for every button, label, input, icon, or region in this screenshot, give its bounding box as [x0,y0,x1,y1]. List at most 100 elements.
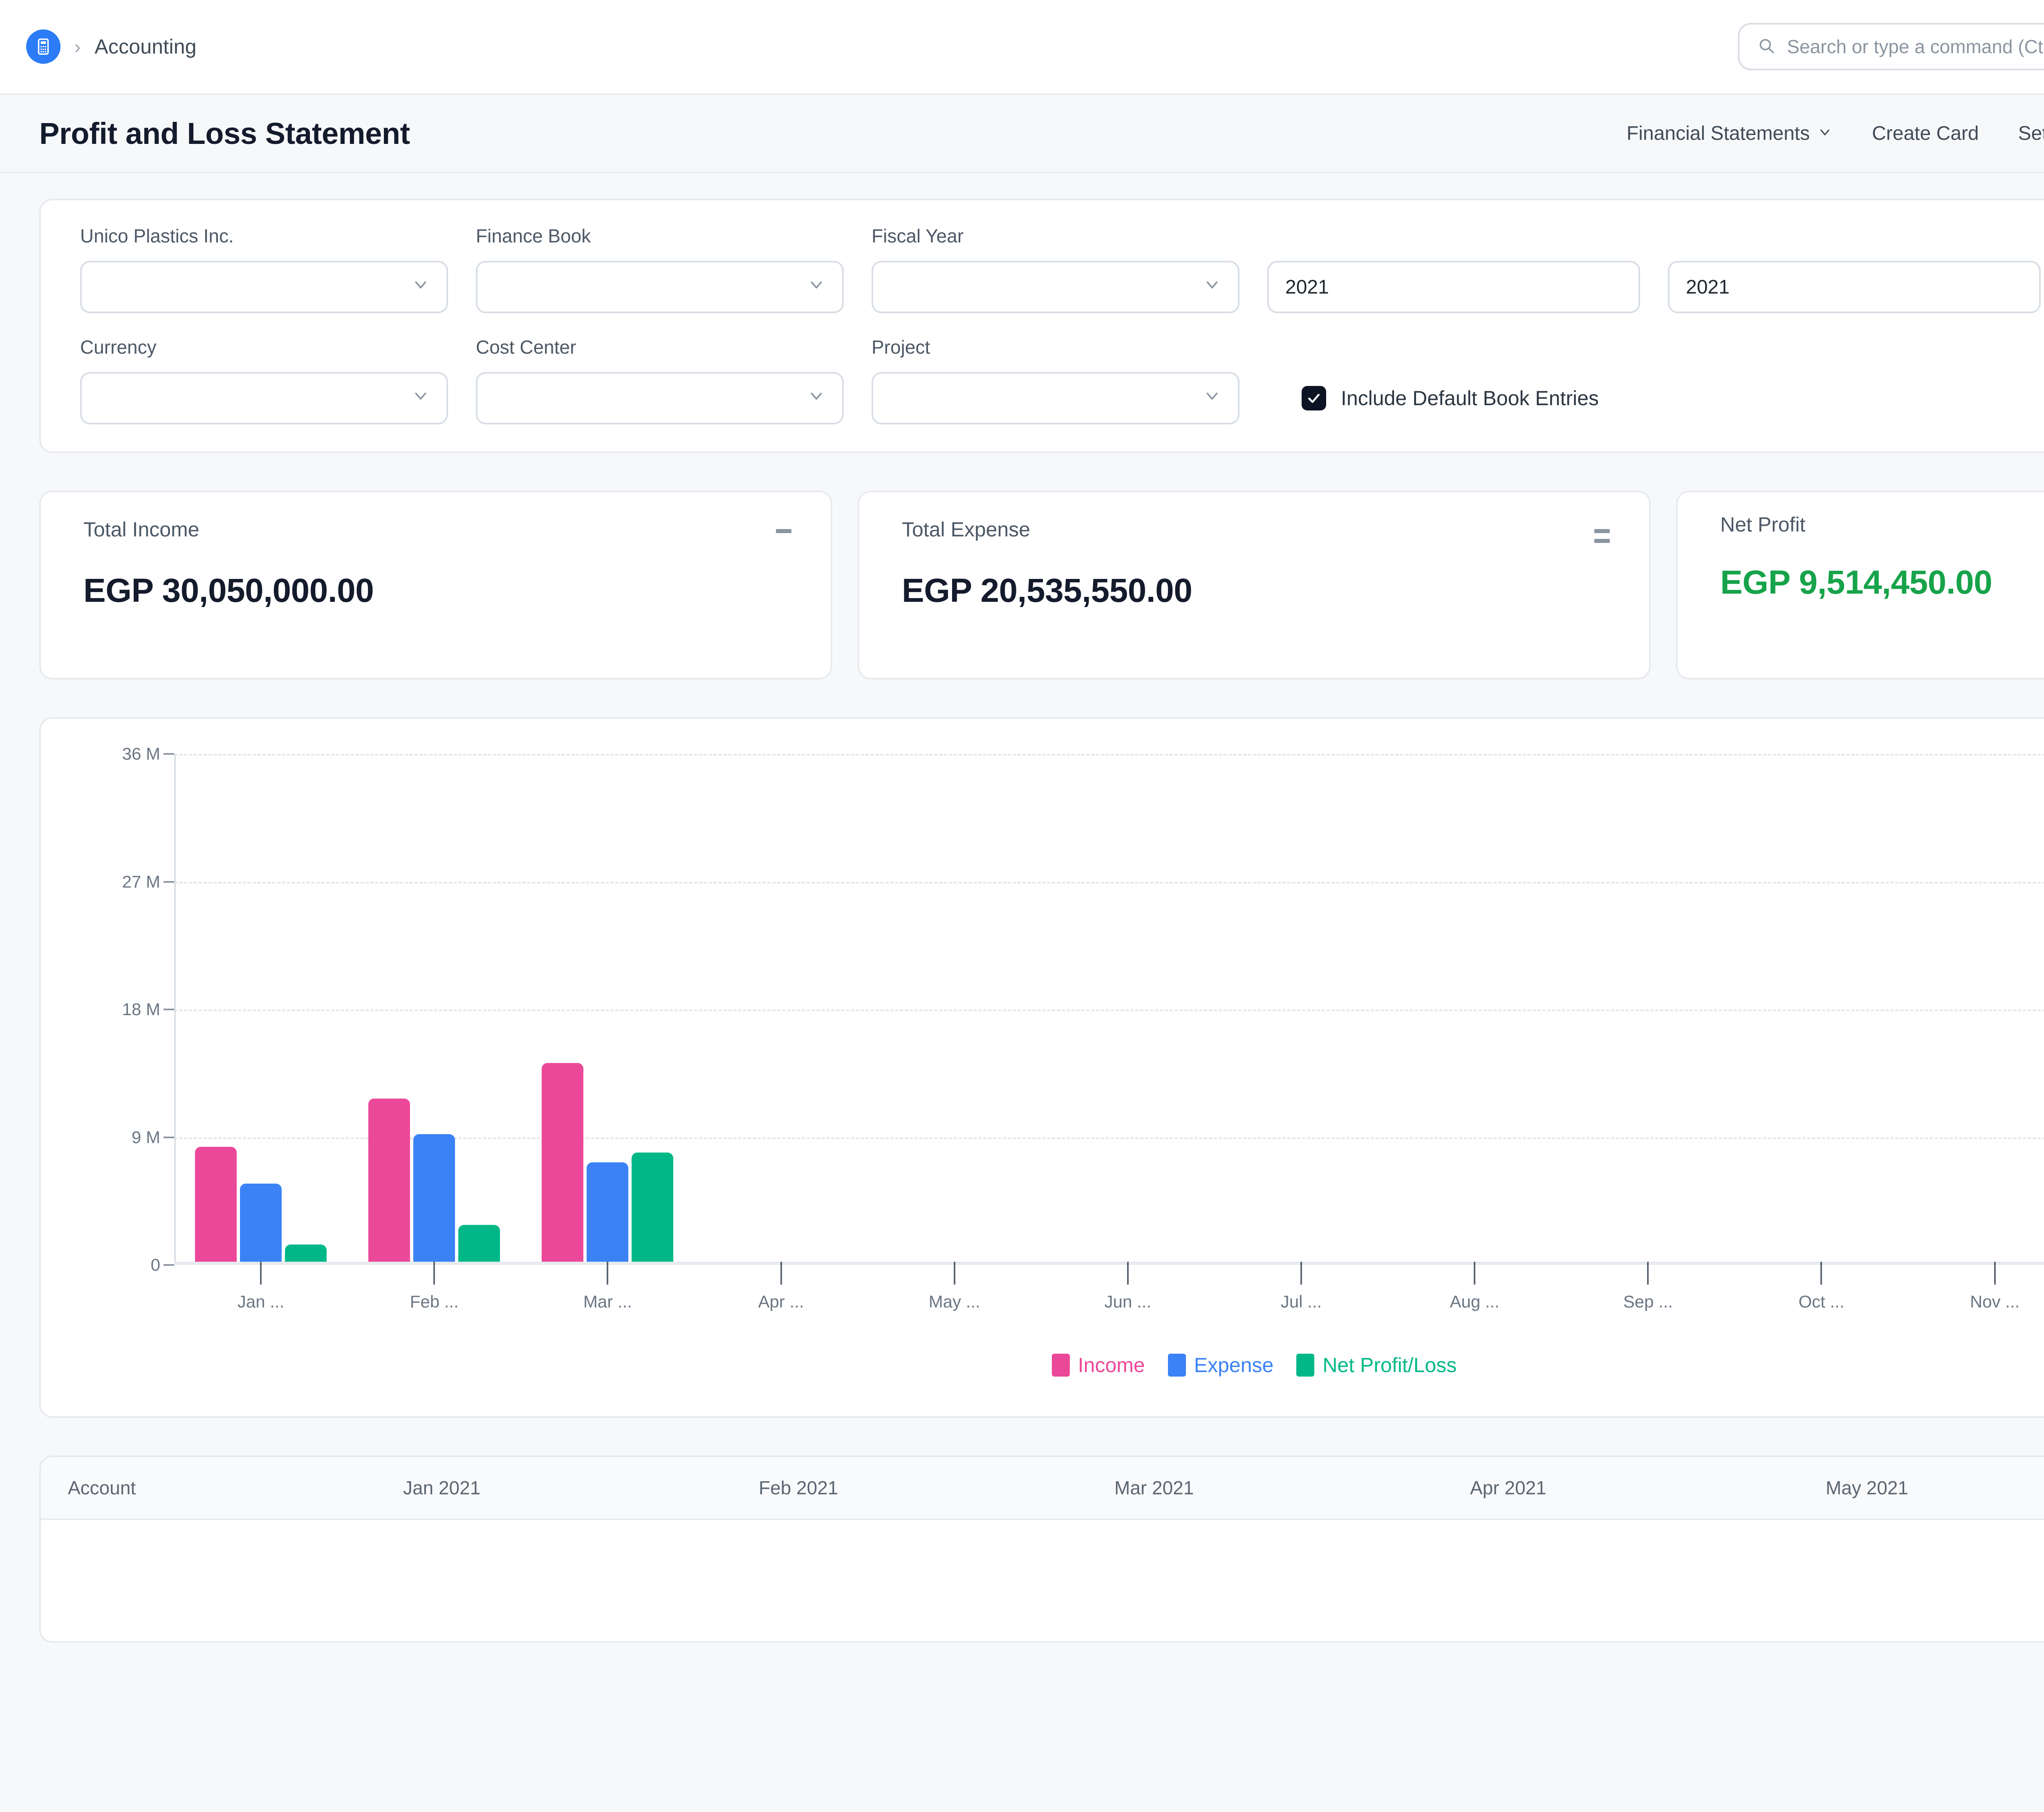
x-axis-tick-mark [607,1262,609,1285]
legend-swatch [1051,1354,1070,1377]
bar[interactable] [632,1152,674,1262]
bar[interactable] [195,1146,237,1262]
table-body [41,1520,2044,1641]
filter-cost-center-select[interactable] [476,372,844,424]
navbar-right-group: Search or type a command (Ctrl + G) Help… [1738,23,2044,70]
filter-finance-book: Finance Book [476,225,844,313]
profit-loss-chart-card: 0 9 M 18 M 27 M 36 M Jan ... Feb ... Mar ... Ap… [39,717,2044,1418]
grid-line [174,1137,2044,1139]
y-axis-tick-label: 9 M [131,1127,160,1147]
y-axis-line [174,754,176,1265]
x-axis-tick-mark [1820,1262,1822,1285]
x-axis-tick-label: Jan ... [237,1292,285,1311]
x-axis-tick-mark [1994,1262,1996,1285]
x-axis-tick-label: Apr ... [758,1292,804,1311]
x-axis-tick-label: Nov ... [1970,1292,2020,1311]
filter-fiscal-year-select[interactable] [872,261,1239,313]
filter-fiscal-year: Fiscal Year [872,225,1239,313]
x-axis-tick-label: Jun ... [1104,1292,1152,1311]
filter-company-select[interactable] [80,261,448,313]
filters-row-1: Unico Plastics Inc. Finance Book Fiscal … [80,225,2044,313]
x-axis-tick-mark [1647,1262,1649,1285]
y-axis: 0 9 M 18 M 27 M 36 M [80,744,174,1274]
bar-group [1735,754,1908,1285]
x-axis-tick-label: Aug ... [1450,1292,1499,1311]
filter-currency: Currency [80,336,448,424]
legend-item[interactable]: Net Profit/Loss [1296,1353,1457,1377]
filter-currency-select[interactable] [80,372,448,424]
filter-currency-label: Currency [80,336,157,358]
x-axis-line [174,1262,2044,1265]
grid-line [174,1009,2044,1011]
bar[interactable] [368,1098,410,1262]
include-default-book-entries-checkbox[interactable]: Include Default Book Entries [1267,372,1599,424]
table-column-header[interactable]: Mar 2021 [1114,1477,1194,1498]
filter-company: Unico Plastics Inc. [80,225,448,313]
legend-label: Net Profit/Loss [1322,1354,1457,1377]
table-column-header[interactable]: Feb 2021 [759,1477,838,1498]
legend-label: Income [1078,1354,1145,1377]
filters-panel: Unico Plastics Inc. Finance Book Fiscal … [39,199,2044,453]
x-axis-tick-label: May ... [928,1292,980,1311]
page-header: Profit and Loss Statement Financial Stat… [0,95,2044,173]
legend-item[interactable]: Income [1051,1353,1145,1377]
y-axis-tick-mark [164,881,174,883]
chevron-down-icon [807,386,826,410]
table-column-header[interactable]: May 2021 [1826,1477,1909,1498]
breadcrumb-item-accounting[interactable]: Accounting [94,35,197,58]
y-axis-tick-mark [164,1009,174,1010]
bar[interactable] [413,1134,455,1262]
bar[interactable] [542,1063,584,1262]
y-axis-tick-mark [164,753,174,755]
filter-cost-center-label: Cost Center [476,336,576,358]
y-axis-tick-mark [164,1264,174,1266]
filter-to-year-input[interactable]: 2021 [1668,261,2041,313]
bar-groups [174,754,2044,1285]
bar-group [1908,754,2044,1285]
minus-operator-icon [776,529,791,533]
summary-card-total-expense: Total Expense EGP 20,535,550.00 [858,491,1651,680]
total-income-value: EGP 30,050,000.00 [83,572,374,609]
search-placeholder: Search or type a command (Ctrl + G) [1787,36,2044,57]
bar-group [1041,754,1215,1285]
bar-group [174,754,347,1285]
x-axis-tick-label: Feb ... [410,1292,459,1311]
filter-company-label: Unico Plastics Inc. [80,225,234,247]
financial-statements-dropdown[interactable]: Financial Statements [1607,122,1852,145]
bar-group [1215,754,1388,1285]
filter-project-select[interactable] [872,372,1239,424]
bar-group [1561,754,1735,1285]
set-chart-button[interactable]: Set Chart [2018,122,2044,144]
filter-finance-book-select[interactable] [476,261,844,313]
page-title: Profit and Loss Statement [39,116,410,150]
legend-swatch [1168,1354,1186,1377]
bar[interactable] [458,1224,500,1262]
search-input[interactable]: Search or type a command (Ctrl + G) [1738,23,2044,70]
filter-from-year-input[interactable]: 2021 [1267,261,1640,313]
calculator-icon[interactable] [26,29,61,64]
x-axis-tick-mark [1474,1262,1476,1285]
net-profit-label: Net Profit [1720,513,1806,536]
table-column-header[interactable]: Apr 2021 [1470,1477,1546,1498]
table-header-row: Account Jan 2021 Feb 2021 Mar 2021 Apr 2021 M… [41,1457,2044,1520]
y-axis-tick-label: 18 M [122,1000,160,1019]
create-card-button[interactable]: Create Card [1872,122,1979,144]
legend-item[interactable]: Expense [1168,1353,1273,1377]
legend-swatch [1296,1354,1315,1377]
total-expense-label: Total Expense [902,518,1031,541]
x-axis-tick-mark [1300,1262,1302,1285]
x-axis-tick-label: Sep ... [1623,1292,1673,1311]
table-column-header[interactable]: Jan 2021 [403,1477,481,1498]
bar[interactable] [285,1245,327,1262]
chevron-down-icon [1817,122,1833,145]
total-income-label: Total Income [83,518,199,541]
page-content: Unico Plastics Inc. Finance Book Fiscal … [0,199,2044,1643]
table-column-header[interactable]: Account [68,1477,136,1498]
bar[interactable] [240,1184,282,1262]
chevron-down-icon [1203,386,1221,410]
bar[interactable] [587,1162,629,1262]
y-axis-tick-label: 0 [150,1255,160,1274]
summary-card-total-income: Total Income EGP 30,050,000.00 [39,491,832,680]
x-axis-tick-mark [260,1262,262,1285]
net-profit-value: EGP 9,514,450.00 [1720,564,1992,601]
